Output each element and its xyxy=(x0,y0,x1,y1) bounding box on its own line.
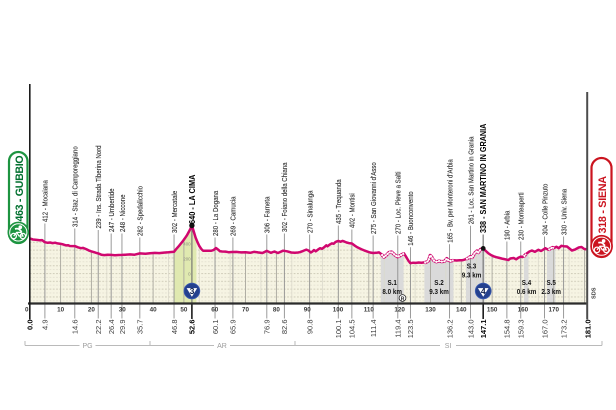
svg-text:143.0: 143.0 xyxy=(466,320,475,339)
svg-text:22.2: 22.2 xyxy=(94,320,103,335)
svg-text:402 - Montisi: 402 - Montisi xyxy=(349,193,357,228)
svg-text:150: 150 xyxy=(487,307,498,314)
svg-text:154.8: 154.8 xyxy=(503,320,512,339)
svg-text:20: 20 xyxy=(88,307,96,314)
svg-text:9.3 km: 9.3 km xyxy=(429,288,449,296)
svg-text:76.9: 76.9 xyxy=(263,320,272,335)
svg-text:70: 70 xyxy=(242,307,250,314)
svg-text:167.0: 167.0 xyxy=(540,320,549,339)
svg-text:S.3: S.3 xyxy=(467,263,477,271)
svg-text:9.3 km: 9.3 km xyxy=(462,272,482,280)
svg-text:3: 3 xyxy=(190,286,195,296)
svg-text:239 - Ins. Strada Tiberina Nor: 239 - Ins. Strada Tiberina Nord xyxy=(95,145,103,228)
svg-text:90: 90 xyxy=(304,307,312,314)
svg-text:52.6: 52.6 xyxy=(188,320,197,335)
svg-text:0: 0 xyxy=(25,307,29,314)
svg-text:100.1: 100.1 xyxy=(334,320,343,339)
svg-text:640 - LA CIMA: 640 - LA CIMA xyxy=(188,174,197,224)
svg-text:110: 110 xyxy=(364,307,375,314)
svg-text:26.4: 26.4 xyxy=(107,320,116,335)
svg-text:10: 10 xyxy=(57,307,65,314)
svg-text:463 - GUBBIO: 463 - GUBBIO xyxy=(14,156,26,222)
svg-text:302 - Mercatale: 302 - Mercatale xyxy=(171,191,179,233)
svg-text:65.9: 65.9 xyxy=(229,320,238,335)
svg-text:120: 120 xyxy=(394,307,405,314)
svg-text:159.3: 159.3 xyxy=(517,320,526,339)
svg-text:302 - Foiano della Chiana: 302 - Foiano della Chiana xyxy=(282,162,290,232)
svg-text:338 - SAN MARTINO IN GRANIA: 338 - SAN MARTINO IN GRANIA xyxy=(479,123,488,233)
svg-text:304 - Colle Pinzuto: 304 - Colle Pinzuto xyxy=(542,184,550,235)
svg-text:30: 30 xyxy=(119,307,127,314)
svg-text:165 - Bv. per Monteroni d'Arbi: 165 - Bv. per Monteroni d'Arbia xyxy=(447,159,455,243)
svg-text:400: 400 xyxy=(183,241,191,246)
svg-text:14.6: 14.6 xyxy=(71,320,80,335)
svg-text:0.6 km: 0.6 km xyxy=(517,288,537,296)
svg-text:282 - Spedalicchio: 282 - Spedalicchio xyxy=(137,186,145,236)
svg-text:248 - Niccone: 248 - Niccone xyxy=(119,194,127,232)
svg-text:80: 80 xyxy=(273,307,281,314)
svg-text:35.7: 35.7 xyxy=(136,320,145,335)
svg-text:AR: AR xyxy=(217,343,227,350)
svg-text:269 - Camucia: 269 - Camucia xyxy=(230,196,238,236)
svg-text:119.4: 119.4 xyxy=(394,320,403,338)
svg-text:111.4: 111.4 xyxy=(369,320,378,338)
svg-text:230 - Monteaperti: 230 - Monteaperti xyxy=(518,192,526,240)
svg-text:173.2: 173.2 xyxy=(559,320,568,339)
svg-text:R: R xyxy=(401,296,405,302)
svg-text:270 - Loc. Pieve a Salti: 270 - Loc. Pieve a Salti xyxy=(395,171,403,234)
svg-text:2.3 km: 2.3 km xyxy=(541,288,561,296)
svg-text:0.0: 0.0 xyxy=(26,320,35,330)
svg-text:8.0 km: 8.0 km xyxy=(382,288,402,296)
svg-text:4.9: 4.9 xyxy=(41,320,50,330)
svg-text:90.8: 90.8 xyxy=(305,320,314,335)
svg-text:270 - Sinalunga: 270 - Sinalunga xyxy=(307,190,315,233)
svg-text:60.1: 60.1 xyxy=(211,320,220,335)
svg-text:190 - Arbia: 190 - Arbia xyxy=(504,210,512,240)
svg-text:261 - Loc. San Martino in Gran: 261 - Loc. San Martino in Grania xyxy=(468,136,476,224)
svg-text:SDS: SDS xyxy=(591,287,597,299)
svg-text:181.0: 181.0 xyxy=(583,320,592,339)
svg-text:40: 40 xyxy=(150,307,158,314)
svg-text:247 - Umbertide: 247 - Umbertide xyxy=(108,188,116,232)
svg-text:S.2: S.2 xyxy=(434,280,444,288)
svg-text:S.5: S.5 xyxy=(546,280,556,288)
svg-text:100: 100 xyxy=(333,307,344,314)
svg-text:82.6: 82.6 xyxy=(280,320,289,335)
svg-text:314 - Staz. di Camporeggiano: 314 - Staz. di Camporeggiano xyxy=(72,146,80,227)
svg-text:275 - San Giovanni d'Asso: 275 - San Giovanni d'Asso xyxy=(370,162,378,234)
svg-text:412 - Mocaiana: 412 - Mocaiana xyxy=(42,180,50,222)
svg-text:435 - Trequanda: 435 - Trequanda xyxy=(336,179,344,224)
svg-text:60: 60 xyxy=(211,307,219,314)
svg-text:160: 160 xyxy=(518,307,529,314)
svg-text:146 - Buonconvento: 146 - Buonconvento xyxy=(408,191,416,246)
svg-text:140: 140 xyxy=(456,307,467,314)
svg-text:147.1: 147.1 xyxy=(479,320,488,339)
svg-text:330 - Univ. Siena: 330 - Univ. Siena xyxy=(561,189,569,235)
svg-text:SI: SI xyxy=(445,343,452,350)
svg-text:318 - SIENA: 318 - SIENA xyxy=(597,176,609,234)
svg-text:S.4: S.4 xyxy=(522,280,532,288)
svg-text:170: 170 xyxy=(548,307,559,314)
svg-text:S.1: S.1 xyxy=(387,280,397,288)
svg-text:4: 4 xyxy=(481,286,486,296)
svg-text:123.5: 123.5 xyxy=(406,320,415,339)
svg-text:130: 130 xyxy=(425,307,436,314)
svg-text:306 - Farneta: 306 - Farneta xyxy=(264,196,272,233)
svg-text:PG: PG xyxy=(82,343,92,350)
svg-text:46.8: 46.8 xyxy=(170,320,179,335)
svg-text:200: 200 xyxy=(183,256,191,261)
svg-text:50: 50 xyxy=(180,307,188,314)
svg-text:136.2: 136.2 xyxy=(445,320,454,339)
svg-text:0: 0 xyxy=(188,272,191,277)
svg-text:29.9: 29.9 xyxy=(118,320,127,335)
svg-text:280 - La Dogana: 280 - La Dogana xyxy=(212,191,220,236)
svg-text:104.5: 104.5 xyxy=(348,320,357,339)
